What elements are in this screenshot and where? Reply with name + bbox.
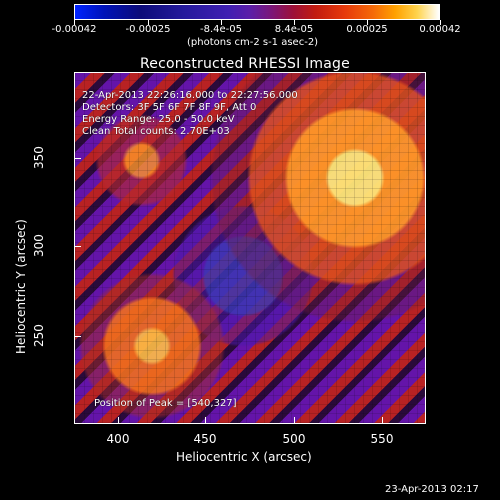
image-title: Reconstructed RHESSI Image [140, 56, 350, 72]
color-scale-tick [440, 20, 441, 25]
color-scale-label: -0.00042 [51, 24, 97, 35]
color-scale-label: 0.00025 [346, 24, 388, 35]
reconstructed-image-plot [74, 72, 426, 424]
color-scale-tick [74, 20, 75, 25]
y-axis-tick-label: 350 [32, 146, 46, 169]
x-axis-tick [205, 417, 206, 424]
color-scale-label: 8.4e-05 [274, 24, 314, 35]
x-axis-tick [294, 417, 295, 424]
x-axis-tick-label: 500 [282, 432, 306, 446]
clean-counts-text: Clean Total counts: 2.70E+03 [82, 126, 230, 137]
color-scale-label: -0.00025 [125, 24, 171, 35]
x-axis-tick-label: 450 [193, 432, 217, 446]
energy-range-text: Energy Range: 25.0 - 50.0 keV [82, 114, 235, 125]
y-axis-tick-label: 250 [32, 324, 46, 347]
detectors-text: Detectors: 3F 5F 6F 7F 8F 9F, Att 0 [82, 102, 257, 113]
y-axis-tick-label: 300 [32, 234, 46, 257]
color-scale-tick [294, 20, 295, 25]
footer-timestamp: 23-Apr-2013 02:17 [385, 484, 479, 495]
peak-position-text: Position of Peak = [540,327] [94, 398, 237, 409]
color-scale-bar [74, 4, 440, 20]
x-axis-tick [382, 417, 383, 424]
y-axis-tick [74, 246, 81, 247]
y-axis-tick [74, 336, 81, 337]
color-scale-tick [221, 20, 222, 25]
x-axis-label: Heliocentric X (arcsec) [176, 450, 312, 464]
x-axis-tick-label: 550 [370, 432, 394, 446]
x-axis-tick-label: 400 [106, 432, 130, 446]
color-scale-tick [148, 20, 149, 25]
color-scale-label: -8.4e-05 [200, 24, 242, 35]
color-scale-tick [367, 20, 368, 25]
x-axis-tick [118, 417, 119, 424]
y-axis-tick [74, 158, 81, 159]
color-scale-units: (photons cm-2 s-1 asec-2) [187, 37, 319, 48]
color-scale-label: 0.00042 [419, 24, 461, 35]
time-range-text: 22-Apr-2013 22:26:16.000 to 22:27:56.000 [82, 90, 298, 101]
y-axis-label: Heliocentric Y (arcsec) [14, 219, 28, 354]
